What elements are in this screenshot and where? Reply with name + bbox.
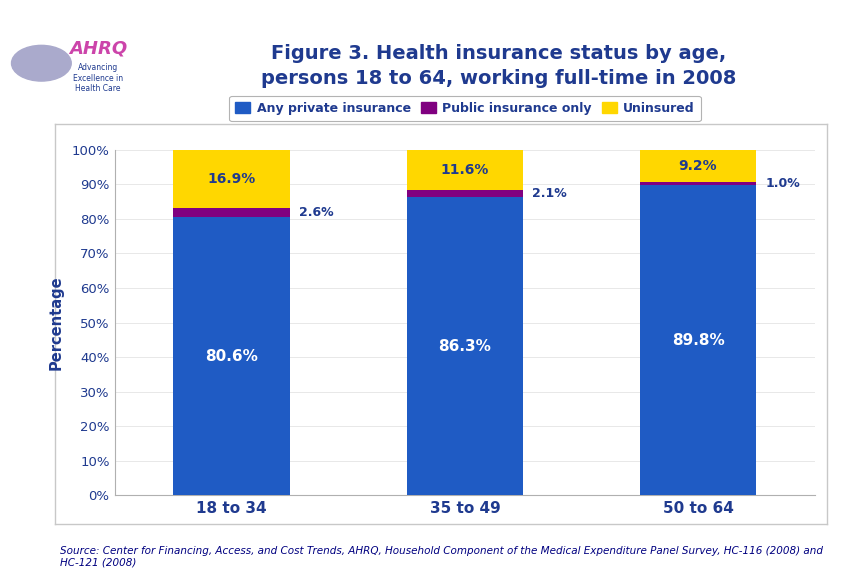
- Text: 11.6%: 11.6%: [440, 163, 488, 177]
- Circle shape: [12, 46, 72, 81]
- Text: 1.0%: 1.0%: [765, 177, 799, 190]
- Bar: [173, 208, 290, 217]
- Bar: [173, 217, 290, 495]
- Bar: [406, 197, 522, 495]
- Text: Advancing
Excellence in
Health Care: Advancing Excellence in Health Care: [73, 63, 123, 93]
- Text: 80.6%: 80.6%: [205, 348, 258, 363]
- Text: 2.1%: 2.1%: [532, 187, 567, 200]
- Bar: [639, 150, 756, 181]
- Text: Figure 3. Health insurance status by age,
persons 18 to 64, working full-time in: Figure 3. Health insurance status by age…: [261, 44, 735, 88]
- Bar: [173, 149, 290, 208]
- Text: AHRQ: AHRQ: [69, 39, 127, 57]
- Bar: [639, 185, 756, 495]
- Text: 2.6%: 2.6%: [299, 206, 334, 219]
- Text: 16.9%: 16.9%: [207, 172, 256, 185]
- Bar: [406, 190, 522, 197]
- Text: 89.8%: 89.8%: [671, 333, 723, 348]
- Bar: [406, 150, 522, 190]
- Text: 86.3%: 86.3%: [438, 339, 491, 354]
- Text: Source: Center for Financing, Access, and Cost Trends, AHRQ, Household Component: Source: Center for Financing, Access, an…: [60, 546, 821, 567]
- Text: 9.2%: 9.2%: [678, 158, 717, 173]
- Bar: [639, 181, 756, 185]
- Legend: Any private insurance, Public insurance only, Uninsured: Any private insurance, Public insurance …: [229, 96, 699, 121]
- Y-axis label: Percentage: Percentage: [49, 275, 63, 370]
